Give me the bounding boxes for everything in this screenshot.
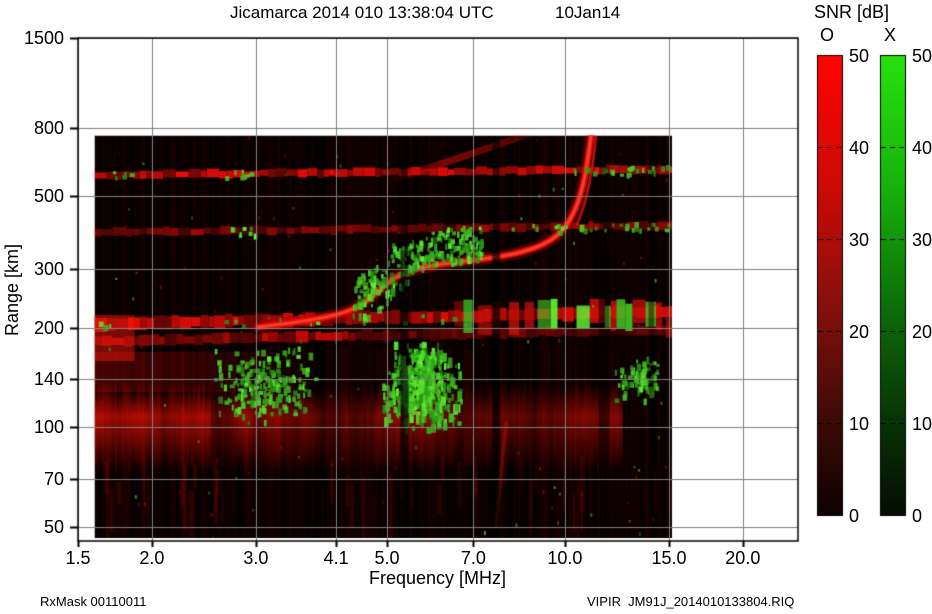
colorbar-o-tick-label: 40 xyxy=(849,138,870,158)
x-tick-label: 4.1 xyxy=(323,548,349,568)
colorbar-x-tick-label: 10 xyxy=(912,414,932,434)
colorbar-x-label: X xyxy=(884,25,897,45)
x-tick-label: 2.0 xyxy=(139,548,165,568)
colorbar-x-tick-label: 20 xyxy=(912,322,932,342)
y-tick-label: 100 xyxy=(33,417,64,438)
y-tick-label: 1500 xyxy=(23,28,64,48)
y-tick-label: 300 xyxy=(33,259,64,280)
colorbar-o-tick-label: 0 xyxy=(849,506,860,526)
chart-date: 10Jan14 xyxy=(555,3,621,22)
colorbar-o-tick-label: 20 xyxy=(849,322,870,342)
colorbar-o-tick-label: 30 xyxy=(849,230,870,250)
x-tick-label: 15.0 xyxy=(651,548,687,568)
colorbar-o-label: O xyxy=(820,25,835,45)
colorbar-o-tick-label: 50 xyxy=(849,46,870,66)
chart-title: Jicamarca 2014 010 13:38:04 UTC xyxy=(230,3,494,22)
footer-rxmask: RxMask 00110011 xyxy=(40,594,147,609)
x-tick-label: 1.5 xyxy=(65,548,91,568)
y-tick-label: 140 xyxy=(33,368,64,389)
y-tick-label: 800 xyxy=(33,118,64,139)
colorbar-x-tick-label: 0 xyxy=(912,506,923,526)
colorbar-x-tick-label: 40 xyxy=(912,138,932,158)
colorbar-title: SNR [dB] xyxy=(814,2,890,22)
x-tick-label: 10.0 xyxy=(547,548,583,568)
y-tick-label: 70 xyxy=(43,468,64,489)
x-tick-label: 7.0 xyxy=(460,548,486,568)
colorbar-o-tick-label: 10 xyxy=(849,414,870,434)
footer-filename: VIPIR JM91J_2014010133804.RIQ xyxy=(587,594,795,609)
x-tick-label: 3.0 xyxy=(243,548,269,568)
colorbar-x-tick-label: 50 xyxy=(912,46,932,66)
colorbar-x-tick-label: 30 xyxy=(912,230,932,250)
x-tick-label: 20.0 xyxy=(725,548,761,568)
y-tick-label: 50 xyxy=(43,517,64,537)
x-tick-label: 5.0 xyxy=(374,548,400,568)
y-tick-label: 200 xyxy=(33,317,64,338)
x-axis-title: Frequency [MHz] xyxy=(369,568,507,588)
y-tick-label: 500 xyxy=(33,185,64,206)
